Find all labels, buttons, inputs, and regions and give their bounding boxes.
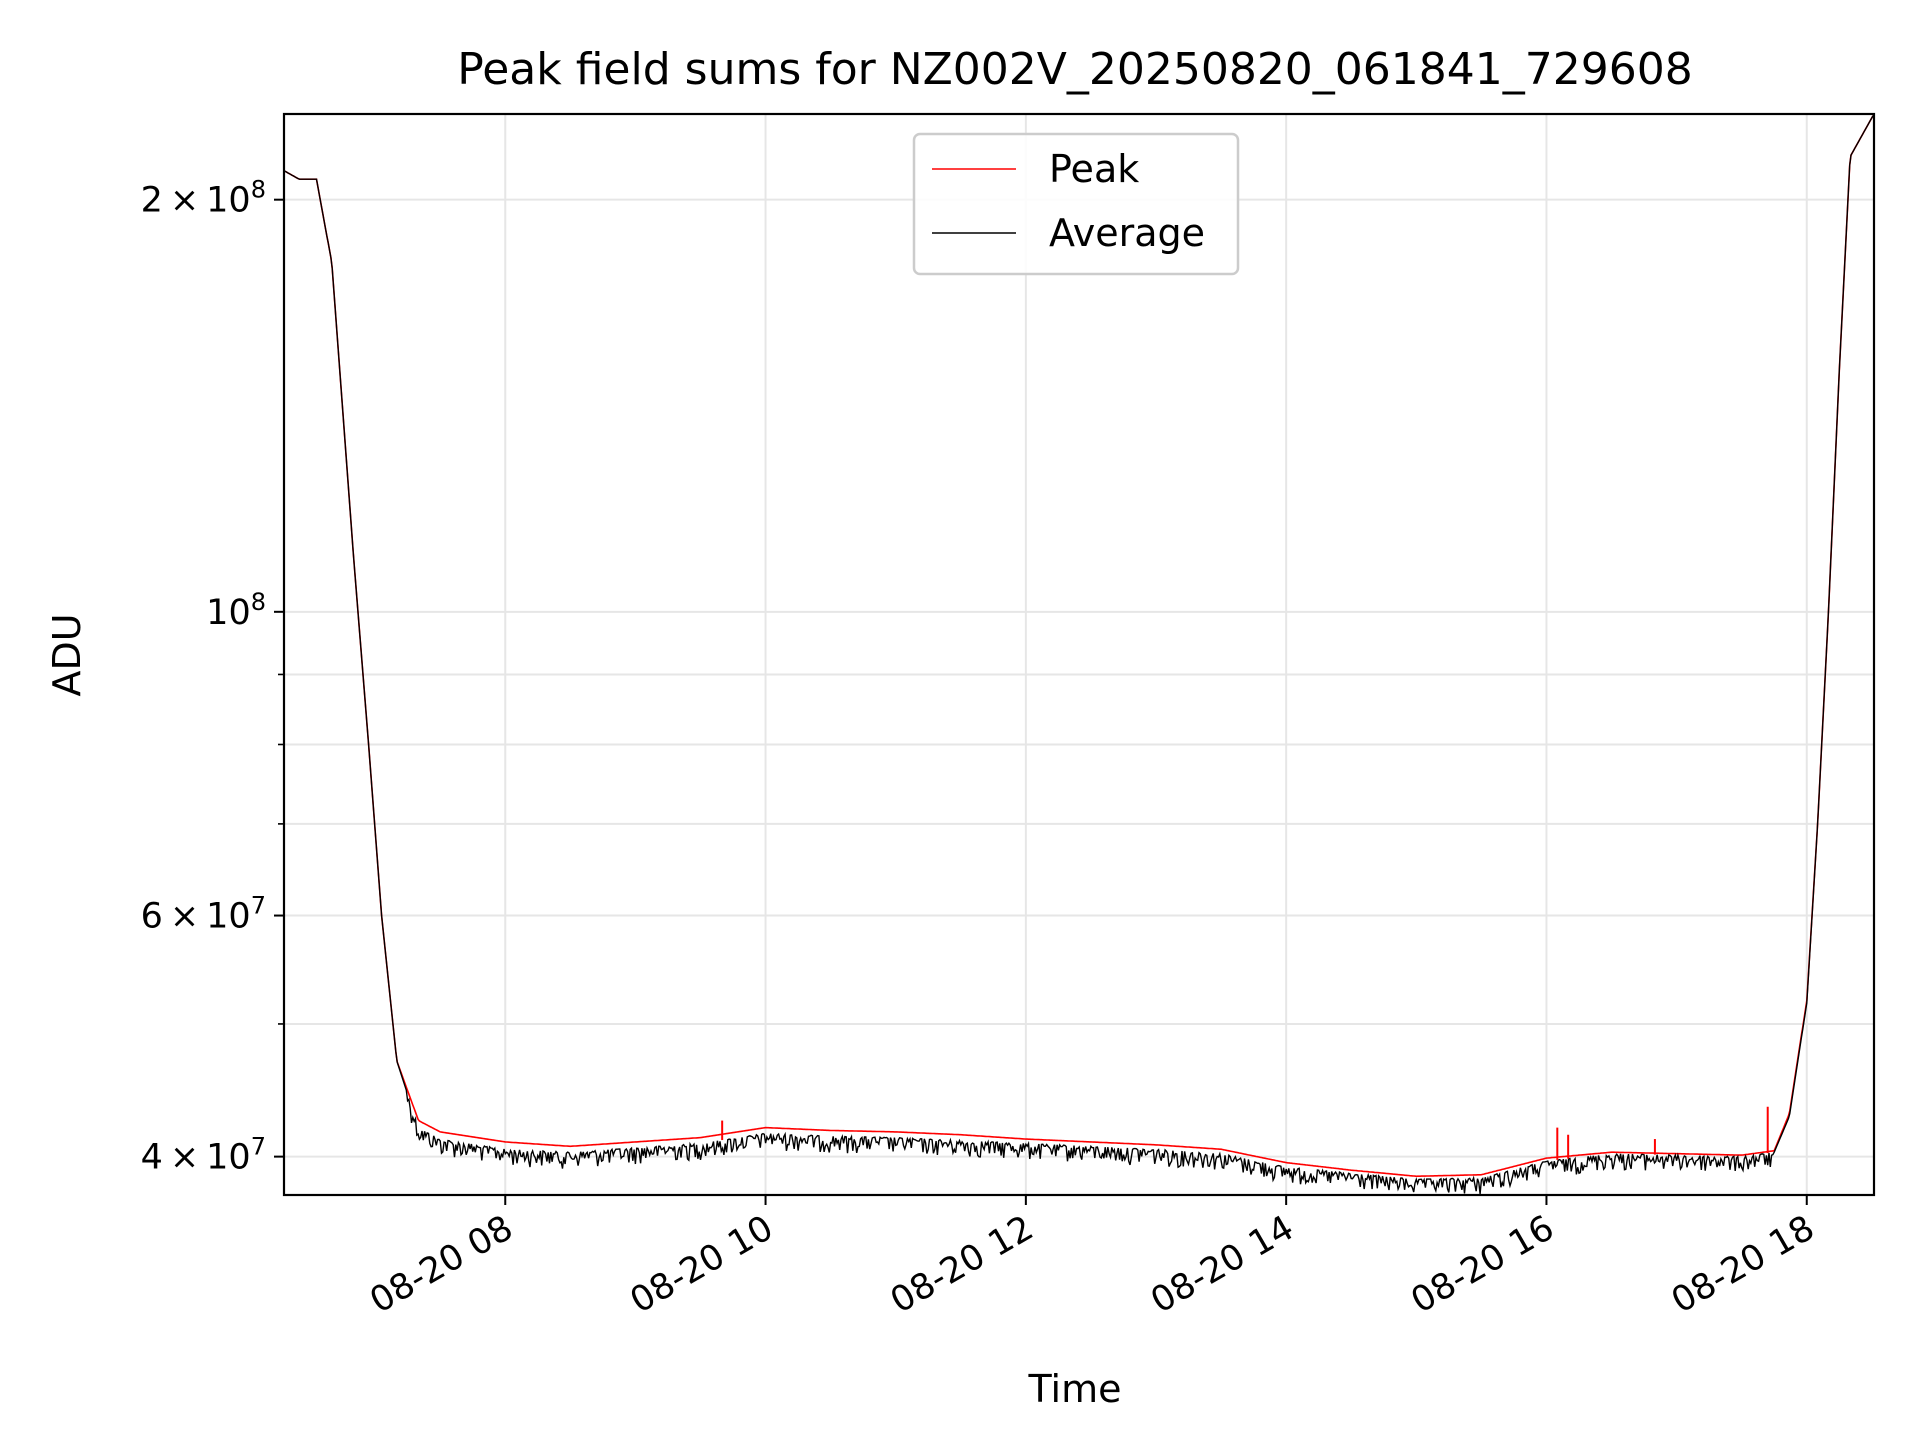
y-axis-label: ADU (45, 613, 89, 696)
legend-label-peak: Peak (1049, 147, 1139, 191)
x-axis-label: Time (1028, 1367, 1122, 1411)
chart-title: Peak field sums for NZ002V_20250820_0618… (457, 44, 1692, 95)
plot-frame (282, 112, 1876, 1197)
y-tick-label: 6 × 107 (141, 892, 266, 937)
y-tick-label: 108 (206, 588, 266, 633)
legend: Peak Average (912, 132, 1240, 276)
series-line-peak (283, 115, 1874, 1178)
legend-label-average: Average (1049, 211, 1205, 255)
y-tick-label: 2 × 108 (141, 176, 266, 221)
series-layer (283, 115, 1874, 1194)
series-line-average (283, 115, 1874, 1194)
y-tick-label: 4 × 107 (141, 1133, 266, 1178)
y-axis: 4 × 107 6 × 107 108 2 × 108 (141, 176, 284, 1178)
